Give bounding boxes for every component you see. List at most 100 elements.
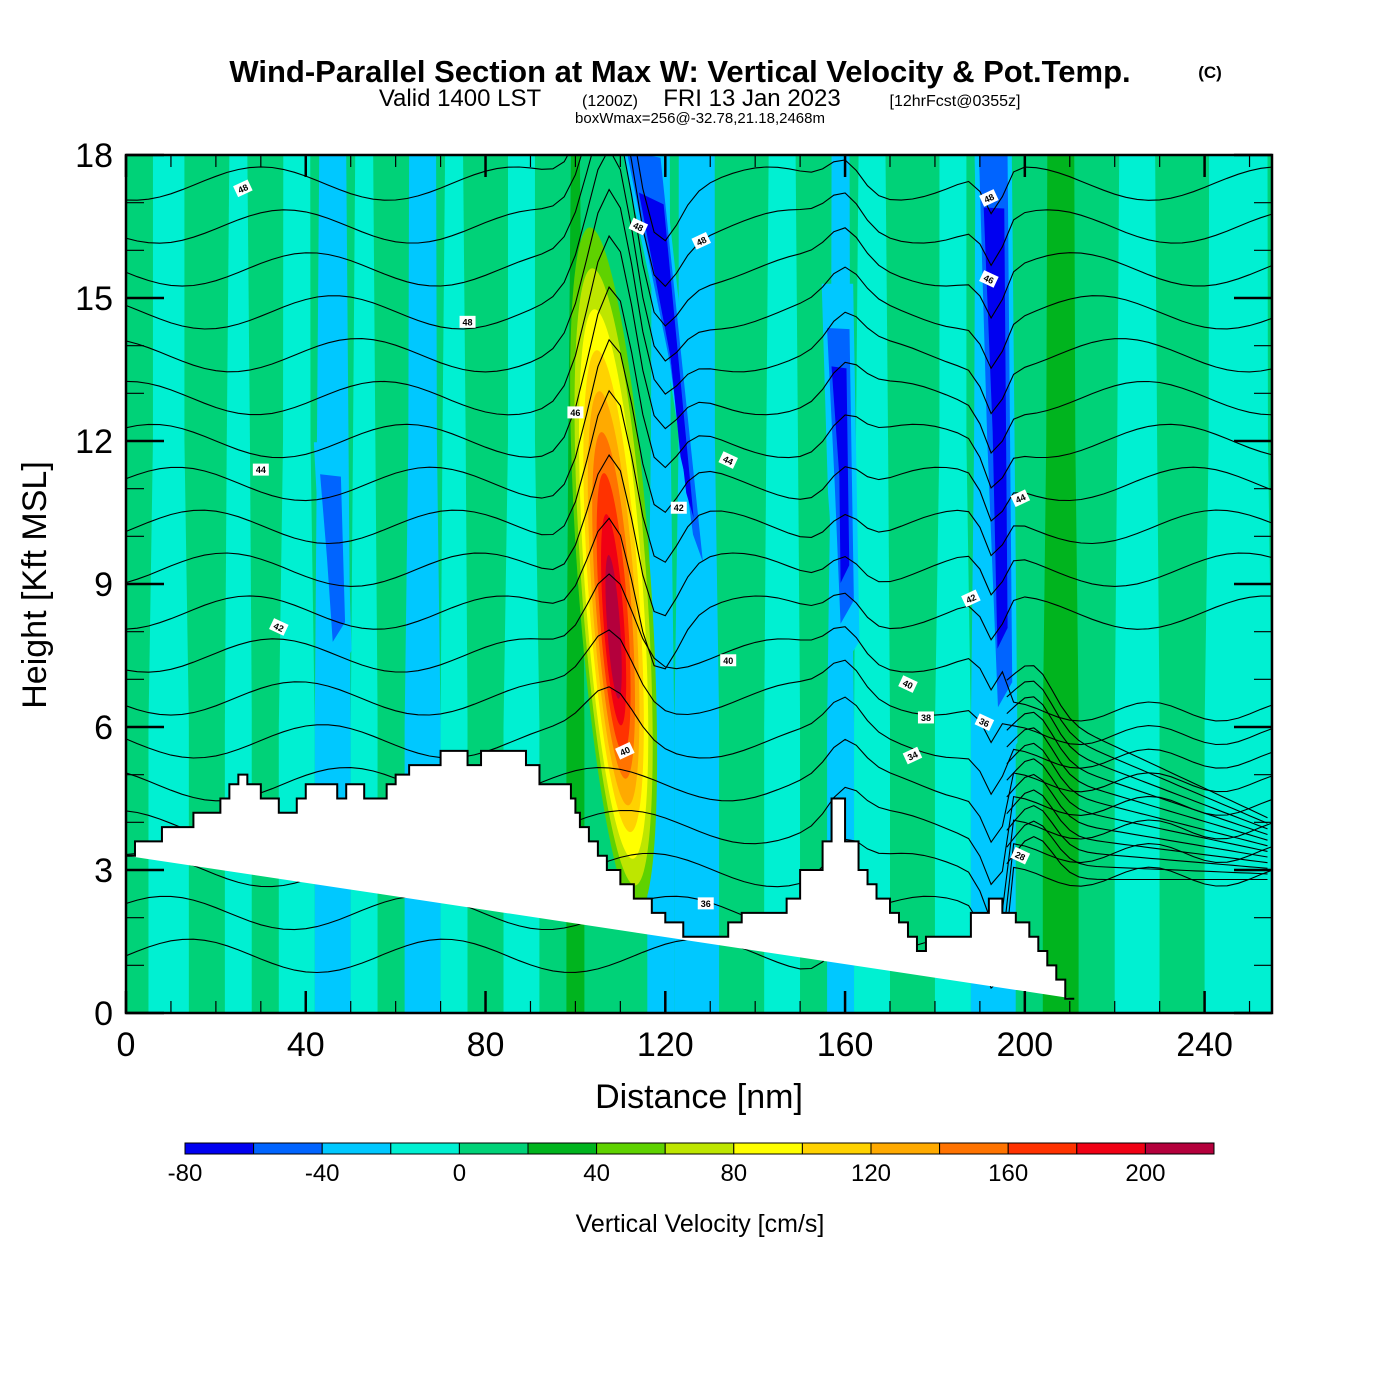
velocity-band [800,155,828,1013]
velocity-band [1042,155,1079,1013]
contour-label-box [459,315,476,328]
contour-label-box [961,589,981,608]
contour-label-text: 48 [631,220,644,233]
colorbar-tick-label: 80 [720,1160,747,1187]
colorbar-swatch [596,1142,666,1155]
colorbar-tick-label: 120 [851,1160,891,1187]
theta-contour-line [126,234,1272,455]
valid-date: FRI 13 Jan 2023 [663,85,840,112]
theta-contour-line [1006,665,1268,819]
contour-labels: 48 48 48 48 46 46 48 44 44 44 42 42 42 40 40 40 38 36 34 36… [233,179,1031,910]
x-axis-title: Distance [nm] [595,1078,803,1116]
contour-label-text: 48 [463,317,473,327]
colorbar-tick-label: 40 [583,1160,610,1187]
y-tick-label: 18 [75,137,113,175]
contour-label: 40 [720,654,737,667]
theta-contour-line [1006,711,1268,836]
valid-time: Valid 1400 LST [379,85,542,112]
box-wmax-info: boxWmax=256@-32.78,21.18,2468m [575,110,825,127]
velocity-band [188,155,225,1013]
contour-label-text: 40 [901,678,914,691]
contour-label-text: 46 [982,273,995,286]
x-tick-label: 160 [817,1026,874,1064]
contour-label: 40 [898,675,918,693]
contour-label-box [697,897,714,910]
x-tick-label: 120 [637,1026,694,1064]
contour-label-text: 36 [701,899,711,909]
contour-label-text: 44 [256,465,266,475]
colorbar-swatch [390,1142,460,1155]
forecast-info: [12hrFcst@0355z] [890,93,1021,110]
theta-contour-line [1006,789,1268,864]
plot-area: 48 48 48 48 46 46 48 44 44 44 42 42 42 40 40 40 38 36 34 36… [126,155,1272,1013]
copyright-mark: (C) [1198,63,1222,82]
theta-contour-line [1006,696,1268,830]
contour-label-box [670,501,687,514]
velocity-band [719,155,765,1013]
contour-label: 46 [979,270,999,288]
theta-contour-line [1006,727,1268,841]
contour-label-box [691,231,712,250]
downdraft-band [987,258,1004,597]
colorbar-swatch [321,1142,392,1155]
contour-label: 48 [459,315,476,328]
contour-label-text: 42 [674,503,684,513]
theta-contours [126,155,1272,990]
theta-contour-line [1006,820,1268,875]
colorbar-swatch [939,1142,1009,1155]
theta-contour-line [1006,680,1268,824]
colorbar-swatch [1144,1142,1215,1155]
contour-label: 48 [233,179,253,198]
y-tick-label: 6 [94,709,113,747]
x-tick-label: 0 [117,1026,136,1064]
colorbar-swatch [733,1142,803,1155]
contour-label-box [979,270,999,288]
contour-label: 44 [718,451,738,469]
contour-label: 44 [252,463,269,476]
contour-label-box [902,746,923,765]
contour-label-box [269,618,289,636]
colorbar-swatch [1007,1142,1078,1155]
y-axis-title: Height [Kft MSL] [16,461,54,709]
contour-label: 34 [902,746,923,765]
y-tick-label: 15 [75,280,113,318]
theta-contour-line [126,738,1272,844]
terrain-outline [126,749,1075,1000]
contour-label-text: 40 [618,745,631,758]
contour-label: 48 [979,189,999,207]
velocity-band [890,155,935,1013]
velocity-band [934,155,971,1013]
colorbar-swatch [184,1142,255,1155]
terrain [126,749,1075,1000]
downdraft-band [649,229,686,479]
contour-label-box [898,675,918,693]
theta-contour-line [126,155,1272,370]
velocity-band [764,155,801,1013]
terrain-fill [126,750,1075,999]
theta-contour-line [126,286,1272,489]
contour-label-text: 36 [978,716,991,729]
title-block: Wind-Parallel Section at Max W: Vertical… [229,54,1221,127]
y-tick-label: 12 [75,423,113,461]
contour-label: 28 [1010,846,1031,865]
contour-label-box [252,463,269,476]
downdraft-band [835,398,846,549]
x-tick-label: 80 [467,1026,505,1064]
colorbar-tick-label: -40 [305,1160,340,1187]
contour-label-box [974,713,995,732]
downdraft-band [320,474,346,642]
colorbar: -80 -40 0 40 80 120 160 200 [168,1142,1215,1187]
theta-contour-line [126,629,1272,746]
contour-label-text: 46 [570,408,580,418]
colorbar-swatch [1076,1142,1146,1155]
contour-label: 42 [670,501,687,514]
colorbar-tick-label: 160 [988,1160,1028,1187]
colorbar-title: Vertical Velocity [cm/s] [576,1210,825,1238]
contour-label-box [615,742,635,760]
contour-label-text: 28 [1013,850,1026,863]
theta-contour-line [126,155,1272,327]
colorbar-swatch [664,1142,735,1155]
contour-label-text: 44 [1014,492,1027,505]
